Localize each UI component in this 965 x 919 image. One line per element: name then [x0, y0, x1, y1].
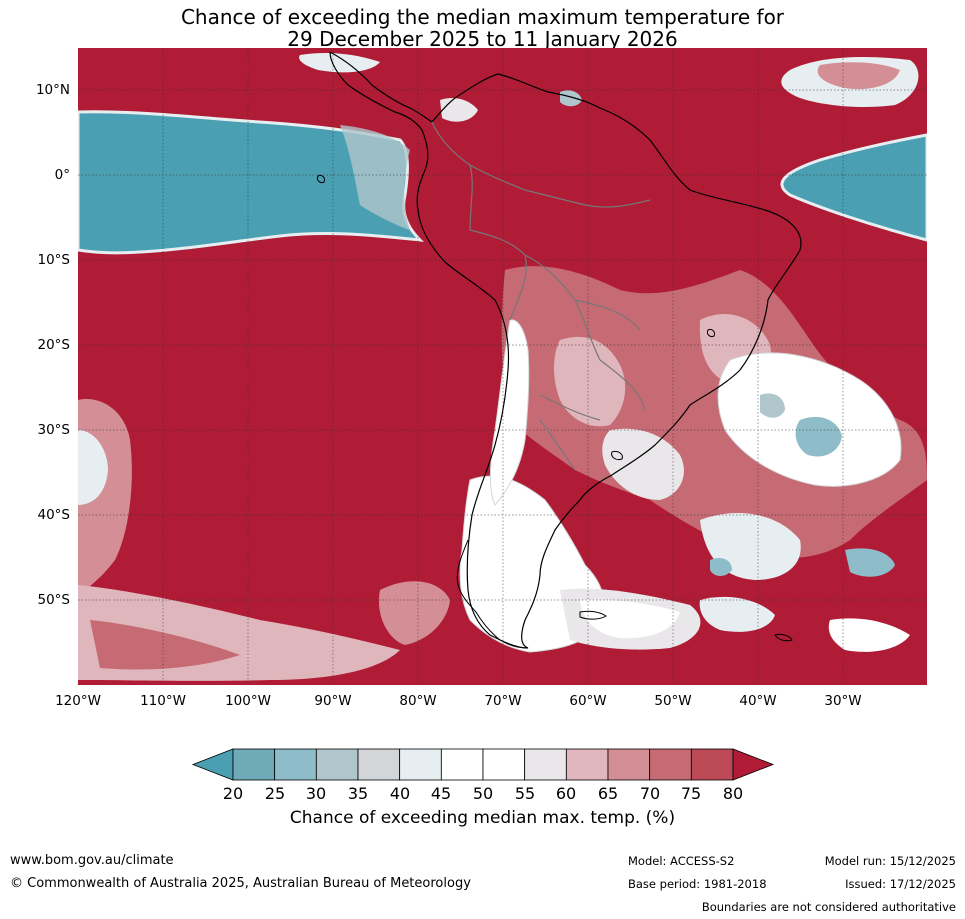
colorbar-tick: 25 — [264, 784, 286, 803]
colorbar-segment — [399, 748, 442, 781]
andes-strip — [489, 319, 530, 506]
model-run-text: Model run: 15/12/2025 — [824, 854, 956, 868]
colorbar-segment — [649, 748, 692, 781]
south-america-coastline — [329, 51, 802, 649]
colorbar-segment — [315, 748, 359, 781]
colorbar-segment — [232, 748, 276, 781]
lat-label-40s: 40°S — [37, 507, 71, 523]
lat-label-50s: 50°S — [37, 592, 71, 608]
lat-label-10s: 10°S — [37, 252, 71, 268]
country-borders — [431, 121, 651, 471]
colorbar-label: Chance of exceeding median max. temp. (%… — [289, 808, 676, 828]
lat-label-30s: 30°S — [37, 422, 71, 438]
graticule — [78, 48, 927, 685]
colorbar-segment — [440, 748, 484, 781]
colorbar-segment — [524, 748, 567, 781]
colorbar-segment — [482, 748, 526, 781]
lon-label-40w: 40°W — [739, 693, 777, 709]
map-title-line1: Chance of exceeding the median maximum t… — [180, 5, 785, 29]
colorbar-tick: 80 — [722, 784, 744, 803]
colorbar-segment — [690, 748, 734, 781]
colorbar-tick: 55 — [514, 784, 536, 803]
colorbar-tick: 50 — [472, 784, 494, 803]
lat-label-10n: 10°N — [35, 82, 70, 98]
colorbar-tick: 60 — [555, 784, 577, 803]
lat-label-0: 0° — [54, 167, 70, 183]
colorbar-tick: 45 — [430, 784, 452, 803]
colorbar-tick: 70 — [639, 784, 661, 803]
lat-label-20s: 20°S — [37, 337, 71, 353]
atlantic-cool-band — [780, 133, 927, 242]
colorbar-segment — [357, 748, 401, 781]
lon-label-90w: 90°W — [314, 693, 352, 709]
lon-label-70w: 70°W — [484, 693, 522, 709]
lon-label-50w: 50°W — [654, 693, 692, 709]
model-text: Model: ACCESS-S2 — [628, 854, 735, 868]
issued-text: Issued: 17/12/2025 — [845, 877, 956, 891]
colorbar-tick: 20 — [222, 784, 244, 803]
colorbar-segment — [565, 748, 609, 781]
disclaimer-text: Boundaries are not considered authoritat… — [701, 900, 956, 914]
colorbar-arrow-low — [191, 748, 234, 781]
map-title-line2: 29 December 2025 to 11 January 2026 — [287, 27, 678, 51]
lon-label-120w: 120°W — [55, 693, 101, 709]
colorbar-tick: 75 — [680, 784, 702, 803]
colorbar-tick: 35 — [347, 784, 369, 803]
pacific-band-edge — [340, 125, 410, 230]
colorbar-tick: 30 — [305, 784, 327, 803]
lon-label-100w: 100°W — [225, 693, 271, 709]
colorbar-arrow-high — [732, 748, 775, 781]
website-link[interactable]: www.bom.gov.au/climate — [10, 853, 174, 868]
lon-label-30w: 30°W — [824, 693, 862, 709]
base-period-text: Base period: 1981-2018 — [628, 877, 767, 891]
lon-label-110w: 110°W — [140, 693, 186, 709]
colorbar-tick: 40 — [389, 784, 411, 803]
lon-label-80w: 80°W — [399, 693, 437, 709]
copyright-text: © Commonwealth of Australia 2025, Austra… — [10, 876, 471, 891]
colorbar-segment — [607, 748, 651, 781]
colorbar-tick: 65 — [597, 784, 619, 803]
colorbar-segment — [274, 748, 317, 781]
lon-label-60w: 60°W — [569, 693, 607, 709]
